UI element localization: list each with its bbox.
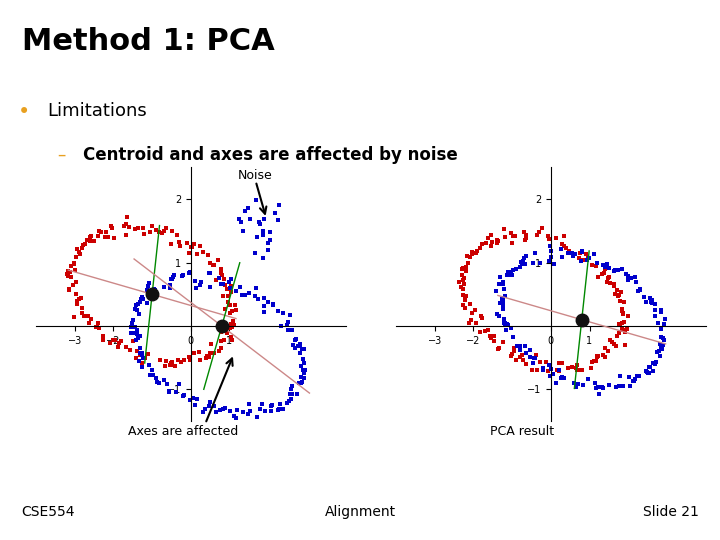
Text: Method 1: PCA: Method 1: PCA <box>22 26 274 56</box>
Text: Axes are affected: Axes are affected <box>128 424 239 438</box>
Text: Alignment: Alignment <box>325 505 395 519</box>
Text: PCA result: PCA result <box>490 424 554 438</box>
Text: –: – <box>58 146 66 164</box>
Text: Slide 21: Slide 21 <box>642 505 698 519</box>
Text: Centroid and axes are affected by noise: Centroid and axes are affected by noise <box>83 146 457 164</box>
Text: Noise: Noise <box>238 169 273 183</box>
Text: •: • <box>18 102 30 122</box>
Text: CSE554: CSE554 <box>22 505 75 519</box>
Text: Limitations: Limitations <box>47 102 147 120</box>
